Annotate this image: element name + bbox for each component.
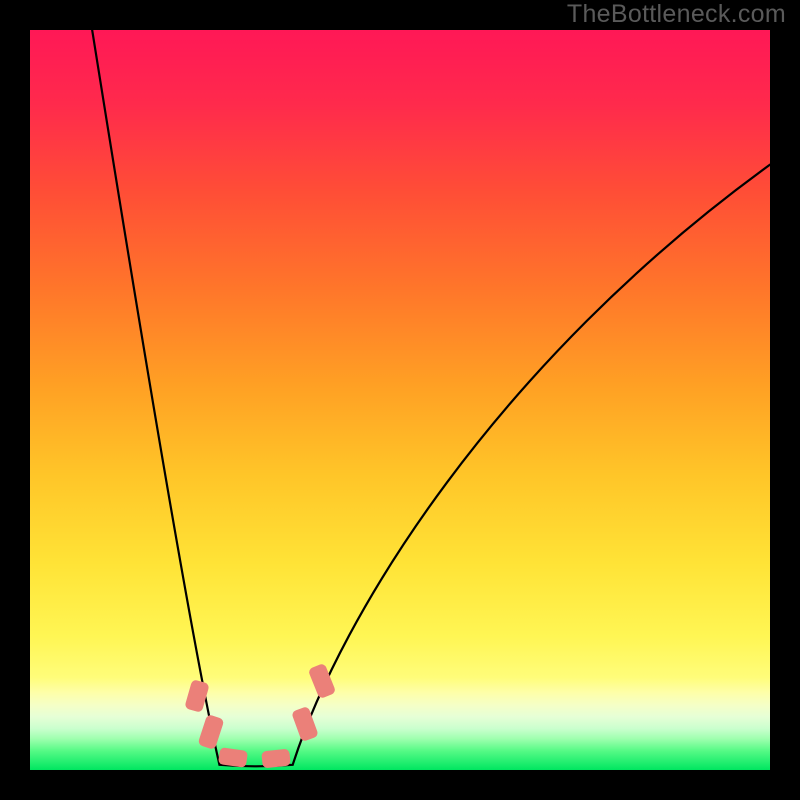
bottleneck-curve (30, 30, 770, 770)
watermark-text: TheBottleneck.com (567, 0, 786, 29)
plot-area (30, 30, 770, 770)
curve-marker (218, 747, 248, 768)
curve-marker (261, 748, 291, 768)
